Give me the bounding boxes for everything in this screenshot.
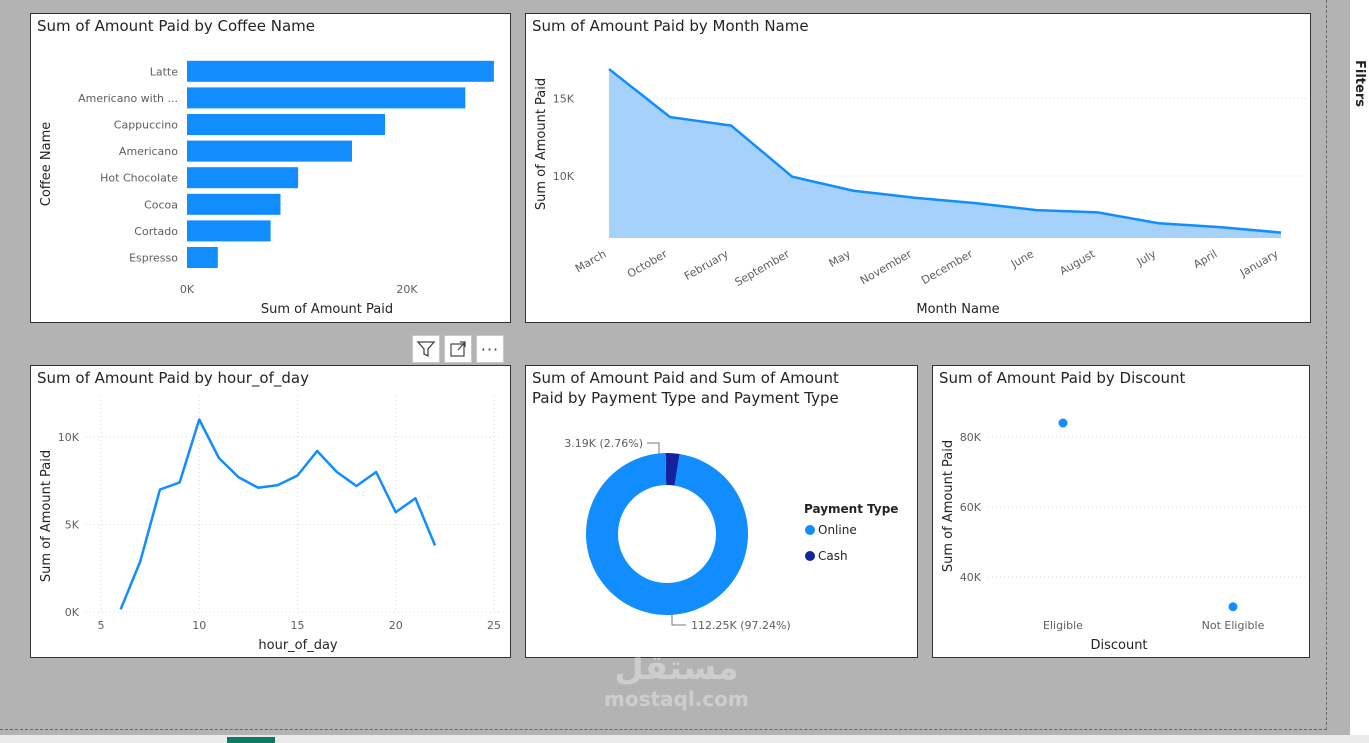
x-axis-label: Discount: [1090, 638, 1147, 653]
category-tick-label: Americano with ...: [78, 92, 178, 105]
x-tick-label: November: [858, 247, 914, 287]
category-tick-label: Cortado: [134, 225, 178, 238]
visual-title: Sum of Amount Paid and Sum of Amount Pai…: [532, 369, 839, 407]
bar: [187, 114, 385, 135]
y-tick-label: 10K: [58, 431, 80, 444]
x-tick-label: 10: [192, 619, 206, 632]
x-tick-label: September: [733, 247, 793, 289]
label-leader-line: [647, 442, 660, 454]
bar: [187, 220, 271, 242]
area-line: [608, 68, 1282, 234]
visual-title: Sum of Amount Paid by hour_of_day: [37, 369, 309, 387]
x-tick-label: 20K: [396, 283, 418, 296]
x-tick-label: 20: [389, 619, 403, 632]
y-axis-label: Sum of Amount Paid: [534, 78, 549, 210]
watermark: مستقل mostaql.com: [604, 648, 749, 710]
scatter-point: [1228, 602, 1238, 612]
y-tick-label: 5K: [65, 519, 80, 532]
x-axis-label: Sum of Amount Paid: [261, 302, 393, 317]
visual-title: Sum of Amount Paid by Discount: [939, 369, 1186, 387]
x-tick-label: January: [1237, 247, 1281, 280]
y-tick-label: 80K: [960, 431, 982, 444]
donut-slice: [586, 453, 749, 615]
hour-line-chart: 0K 5K 10K 5 10 15 20 25 hour_of_day Sum of Amount…: [39, 396, 501, 653]
y-tick-label: 60K: [960, 501, 982, 514]
discount-scatter-visual[interactable]: Sum of Amount Paid by Discount 40K 60K 80K…: [932, 365, 1310, 658]
label-leader-line: [671, 614, 686, 626]
category-tick-label: Cocoa: [144, 198, 178, 211]
x-tick-label: June: [1008, 247, 1036, 271]
legend-item-online: Online: [818, 523, 857, 537]
visual-title: Sum of Amount Paid by Month Name: [532, 17, 809, 35]
legend-title: Payment Type: [804, 502, 898, 516]
x-tick-label: 25: [487, 619, 501, 632]
legend-marker-cash: [805, 551, 815, 561]
payment-donut-chart: 3.19K (2.76%) 112.25K (97.24%) Payment Typ…: [564, 437, 898, 632]
watermark-latin: mostaql.com: [604, 687, 749, 711]
month-area-visual[interactable]: Sum of Amount Paid by Month Name 10K 15K M…: [525, 13, 1311, 323]
x-tick-label: December: [919, 247, 975, 287]
active-page-tab[interactable]: [227, 737, 275, 743]
coffee-bar-chart: Latte Americano with ... Cappuccino America…: [39, 60, 494, 317]
x-tick-label: Not Eligible: [1202, 619, 1265, 632]
x-tick-label: 0K: [180, 283, 195, 296]
filter-button[interactable]: [412, 335, 440, 363]
legend-marker-online: [805, 525, 815, 535]
y-axis-label: Coffee Name: [39, 122, 54, 206]
legend-item-cash: Cash: [818, 549, 848, 563]
bar: [187, 60, 494, 82]
focus-mode-button[interactable]: [444, 335, 472, 363]
category-tick-label: Espresso: [129, 252, 178, 265]
x-tick-label: October: [625, 247, 670, 281]
focus-mode-icon: [450, 341, 466, 357]
bar: [187, 247, 218, 268]
more-options-icon: ···: [480, 339, 500, 359]
x-tick-label: July: [1134, 247, 1159, 269]
bar: [187, 193, 281, 215]
coffee-bar-visual[interactable]: Sum of Amount Paid by Coffee Name Latte A…: [30, 13, 511, 323]
filters-pane[interactable]: [1350, 0, 1369, 743]
series-line: [119, 418, 437, 610]
bar: [187, 140, 352, 162]
bar: [187, 167, 299, 189]
y-tick-label: 10K: [553, 170, 575, 183]
month-area-chart: 10K 15K March October February September May No…: [534, 68, 1306, 317]
category-tick-label: Hot Chocolate: [100, 172, 178, 185]
x-tick-label: 15: [291, 619, 305, 632]
discount-scatter-chart: 40K 60K 80K Eligible Not Eligible Discount Sum…: [941, 418, 1305, 653]
x-tick-label: May: [827, 247, 854, 270]
y-tick-label: 0K: [65, 606, 80, 619]
x-tick-label: April: [1191, 247, 1219, 271]
x-tick-label: Eligible: [1043, 619, 1083, 632]
scatter-point: [1058, 418, 1068, 428]
category-tick-label: Cappuccino: [114, 119, 178, 132]
data-label: 3.19K (2.76%): [564, 437, 643, 450]
x-tick-label: February: [682, 247, 731, 283]
visual-header-toolbar: ···: [412, 335, 504, 363]
more-options-button[interactable]: ···: [476, 335, 504, 363]
y-axis-label: Sum of Amount Paid: [39, 450, 54, 582]
x-tick-label: March: [573, 247, 609, 275]
page-tabs-bar: [0, 735, 1369, 743]
filters-pane-label[interactable]: Filters: [1352, 60, 1367, 107]
donut-slice: [665, 453, 680, 486]
x-tick-label: 5: [98, 619, 105, 632]
category-tick-label: Americano: [119, 145, 178, 158]
payment-donut-visual[interactable]: Sum of Amount Paid and Sum of Amount Pai…: [525, 365, 918, 658]
area-fill: [609, 69, 1281, 238]
filter-icon: [416, 341, 436, 358]
data-label: 112.25K (97.24%): [691, 619, 791, 632]
visual-title: Sum of Amount Paid by Coffee Name: [37, 17, 315, 35]
y-tick-label: 15K: [553, 93, 575, 106]
category-tick-label: Latte: [150, 65, 178, 78]
x-axis-label: hour_of_day: [258, 638, 338, 653]
hour-line-visual[interactable]: Sum of Amount Paid by hour_of_day 0K 5K 10…: [30, 365, 511, 658]
x-tick-label: August: [1057, 247, 1097, 278]
x-axis-label: Month Name: [916, 302, 999, 317]
y-axis-label: Sum of Amount Paid: [941, 440, 956, 572]
watermark-arabic: مستقل: [614, 648, 739, 688]
bar: [187, 87, 466, 109]
y-tick-label: 40K: [960, 571, 982, 584]
